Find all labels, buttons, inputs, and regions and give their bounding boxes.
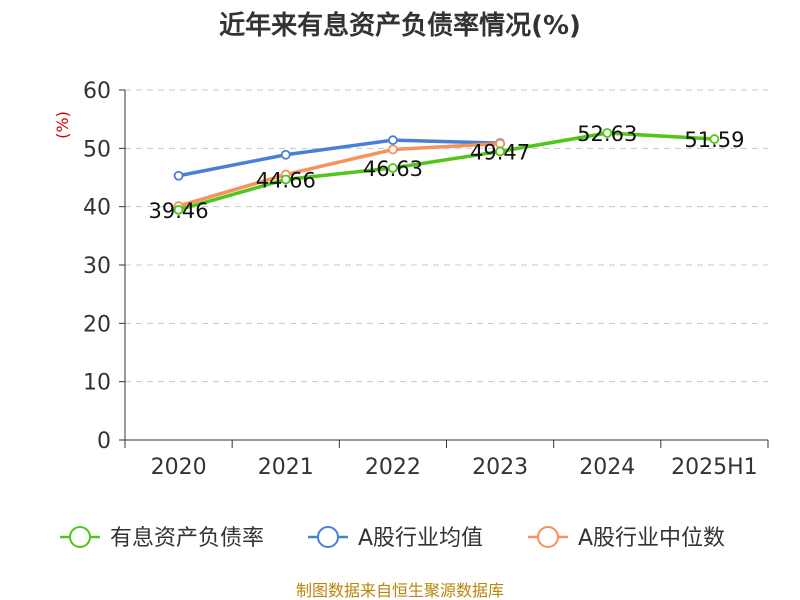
x-tick-label: 2021 [258,455,314,480]
grid-lines [125,89,768,383]
series-lines [173,128,720,215]
data-label: 52.63 [577,122,637,146]
series-line [178,131,715,212]
legend-label: 有息资产负债率 [110,526,264,551]
legend-item[interactable]: 有息资产负债率 [60,526,264,551]
data-point [280,174,291,185]
data-point [388,163,398,173]
x-tick-label: 2022 [365,455,421,480]
data-point [602,128,613,138]
y-tick-label: 0 [97,429,111,454]
legend-item[interactable]: A股行业中位数 [528,526,725,551]
chart-title: 近年来有息资产负债率情况(%) [219,10,581,41]
legend-label: A股行业中位数 [578,526,725,551]
y-tick-label: 40 [83,196,111,221]
legend-item[interactable]: A股行业均值 [308,526,483,551]
y-tick-label: 50 [83,137,111,162]
data-label: 39.46 [149,199,209,223]
data-point [280,149,291,160]
x-tick-label: 2023 [472,455,528,480]
legend-swatch-marker [537,526,559,548]
data-point [173,204,184,215]
legend-swatch-marker [69,526,91,548]
data-labels: 39.46 44.66 46.63 49.47 52.63 51.59 [149,122,745,223]
y-tick-label: 30 [83,254,111,279]
data-point [388,135,398,146]
series-line [178,138,501,178]
series-line [178,141,501,208]
data-label: 46.63 [363,157,423,181]
y-tick-label: 10 [83,371,111,396]
x-tick-label: 2020 [151,455,207,480]
y-tick-label: 60 [83,79,111,104]
legend-label: A股行业均值 [358,526,483,551]
data-label: 51.59 [684,128,744,152]
x-tick-label: 2025H1 [671,455,758,480]
y-tick-label: 20 [83,312,111,337]
x-tick-label: 2024 [579,455,635,480]
source-note: 制图数据来自恒生聚源数据库 [296,581,504,600]
data-point [709,134,720,144]
legend: 有息资产负债率 A股行业均值 A股行业中位数 [60,526,725,551]
legend-swatch-marker [317,526,339,548]
data-label: 44.66 [256,168,316,192]
data-point [173,170,184,181]
y-axis-label: (%) [53,111,72,139]
data-point [495,146,505,157]
data-point [388,144,398,155]
axes: 0 10 20 30 40 50 60 2020 2021 2022 2023 2024 2025H1 [83,79,769,480]
data-label: 49.47 [470,140,530,164]
